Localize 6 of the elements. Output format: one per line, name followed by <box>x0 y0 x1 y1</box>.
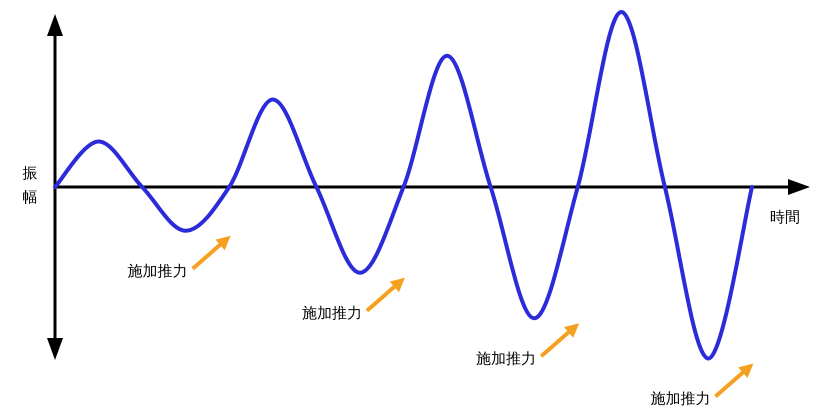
y-axis-title: 振幅 <box>22 164 38 206</box>
annotation: 施加推力 <box>476 349 536 368</box>
annotation: 施加推力 <box>128 262 188 280</box>
x-axis-title: 時間 <box>770 208 800 226</box>
text: 施加推力 <box>650 390 710 408</box>
annotation: 施加推力 <box>302 304 362 322</box>
